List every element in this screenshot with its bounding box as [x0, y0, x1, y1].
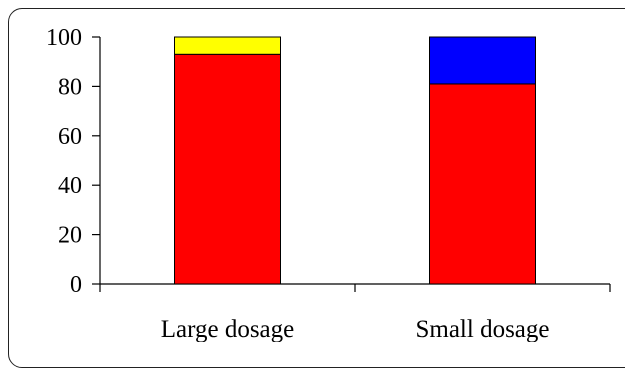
y-axis-ticks: 0 20 40 60 80 100	[46, 25, 100, 298]
x-axis-ticks	[99, 284, 611, 292]
y-tick-label: 0	[70, 272, 82, 298]
y-tick-label: 60	[58, 124, 82, 150]
y-tick-label: 40	[58, 173, 82, 199]
y-tick-label: 100	[46, 25, 82, 51]
y-tick-label: 80	[58, 74, 82, 100]
bar-segment-1-1	[174, 53, 281, 285]
bar-segment-2-1	[429, 83, 536, 285]
y-tick-label: 20	[58, 223, 82, 249]
bar-segment-1-2	[174, 36, 281, 55]
bar-segment-2-3	[429, 36, 536, 85]
bars	[174, 36, 536, 285]
category-labels: Large dosage Small dosage	[161, 316, 550, 342]
category-label: Large dosage	[161, 316, 295, 342]
stacked-bar-chart: 0 20 40 60 80 100 Large dosage Small dosage	[46, 25, 611, 342]
category-label: Small dosage	[415, 316, 549, 342]
